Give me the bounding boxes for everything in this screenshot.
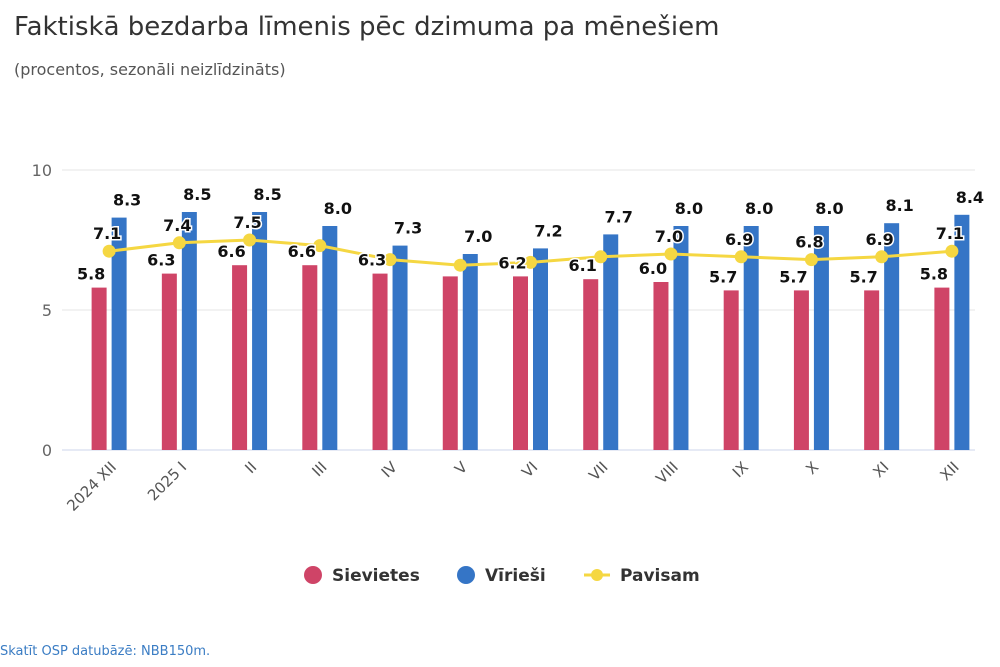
data-label: 7.3 bbox=[394, 219, 422, 238]
bar-sievietes bbox=[723, 290, 739, 450]
bar-sievietes bbox=[302, 265, 318, 450]
point-pavisam bbox=[804, 253, 818, 267]
x-tick-label: XI bbox=[869, 458, 892, 481]
bar-sievietes bbox=[442, 276, 458, 450]
x-tick-label: VII bbox=[585, 458, 611, 484]
data-label: 8.5 bbox=[183, 185, 211, 204]
data-label: 7.4 bbox=[163, 216, 191, 235]
point-pavisam bbox=[664, 247, 678, 261]
bar-vīrieši bbox=[533, 248, 548, 450]
x-tick-label: IX bbox=[729, 458, 752, 481]
x-tick-label: II bbox=[241, 458, 260, 477]
bar-sievietes bbox=[91, 287, 107, 450]
data-label: 8.0 bbox=[815, 199, 843, 218]
bar-sievietes bbox=[864, 290, 880, 450]
data-label: 8.5 bbox=[253, 185, 281, 204]
data-label: 6.1 bbox=[569, 256, 597, 275]
bar-vīrieši bbox=[813, 226, 829, 450]
data-label: 7.0 bbox=[464, 227, 492, 246]
legend-marker-virieshi bbox=[457, 566, 475, 584]
data-label: 7.5 bbox=[233, 213, 261, 232]
data-label: 6.6 bbox=[288, 242, 316, 261]
point-pavisam bbox=[594, 250, 608, 264]
point-pavisam bbox=[734, 250, 748, 264]
x-tick-label: III bbox=[309, 458, 331, 480]
bar-sievietes bbox=[372, 273, 388, 450]
bar-sievietes bbox=[583, 279, 599, 450]
data-label: 6.9 bbox=[725, 230, 753, 249]
x-tick-label: IV bbox=[378, 458, 402, 482]
data-label: 8.1 bbox=[885, 196, 913, 215]
data-label: 6.9 bbox=[865, 230, 893, 249]
data-label: 5.8 bbox=[920, 265, 948, 284]
point-pavisam bbox=[102, 244, 116, 258]
y-tick-label: 10 bbox=[32, 161, 52, 180]
bar-vīrieši bbox=[462, 254, 478, 450]
x-tick-label: VIII bbox=[652, 458, 681, 487]
bar-vīrieši bbox=[322, 226, 338, 450]
bar-vīrieši bbox=[954, 214, 970, 450]
point-pavisam bbox=[243, 233, 257, 247]
bar-vīrieši bbox=[603, 234, 619, 450]
x-tick-label: 2025 I bbox=[144, 458, 190, 504]
bar-sievietes bbox=[513, 276, 528, 450]
point-pavisam bbox=[383, 253, 397, 267]
data-label: 8.0 bbox=[675, 199, 703, 218]
point-pavisam bbox=[875, 250, 889, 264]
bar-sievietes bbox=[934, 287, 950, 450]
data-label: 7.7 bbox=[605, 207, 633, 226]
bar-vīrieši bbox=[392, 245, 408, 450]
bar-vīrieši bbox=[252, 212, 268, 450]
bar-sievietes bbox=[793, 290, 809, 450]
x-tick-label: VI bbox=[518, 458, 541, 481]
data-label: 6.3 bbox=[147, 251, 175, 270]
bar-sievietes bbox=[232, 265, 248, 450]
bar-vīrieši bbox=[181, 212, 197, 450]
data-label: 5.7 bbox=[849, 267, 877, 286]
legend-label-virieshi: Vīrieši bbox=[485, 566, 546, 586]
bar-vīrieši bbox=[673, 226, 689, 450]
y-tick-label: 0 bbox=[42, 441, 52, 460]
x-tick-label: XII bbox=[936, 458, 962, 484]
legend-marker-pavisam bbox=[591, 569, 603, 581]
bar-sievietes bbox=[161, 273, 177, 450]
point-pavisam bbox=[313, 239, 327, 253]
data-label: 6.2 bbox=[498, 253, 526, 272]
chart-title: Faktiskā bezdarba līmenis pēc dzimuma pa… bbox=[14, 12, 720, 42]
data-label: 8.4 bbox=[956, 188, 984, 207]
legend-marker-sievietes bbox=[304, 566, 322, 584]
point-pavisam bbox=[172, 236, 186, 250]
point-pavisam bbox=[945, 244, 959, 258]
legend-label-pavisam: Pavisam bbox=[620, 566, 700, 586]
data-label: 6.0 bbox=[639, 259, 667, 278]
bar-vīrieši bbox=[743, 226, 759, 450]
data-label: 7.2 bbox=[534, 221, 562, 240]
x-tick-label: 2024 XII bbox=[63, 458, 120, 515]
data-label: 7.1 bbox=[936, 224, 964, 243]
data-label: 7.0 bbox=[655, 227, 683, 246]
point-pavisam bbox=[524, 255, 537, 269]
data-label: 6.6 bbox=[217, 242, 245, 261]
data-label: 5.8 bbox=[77, 265, 105, 284]
data-label: 6.3 bbox=[358, 251, 386, 270]
data-label: 8.3 bbox=[113, 191, 141, 210]
legend-label-sievietes: Sievietes bbox=[332, 566, 420, 586]
data-label: 8.0 bbox=[324, 199, 352, 218]
y-tick-label: 5 bbox=[42, 301, 52, 320]
x-tick-label: X bbox=[802, 458, 822, 478]
bar-sievietes bbox=[653, 282, 669, 450]
data-label: 6.8 bbox=[795, 233, 823, 252]
point-pavisam bbox=[453, 258, 467, 272]
x-tick-label: V bbox=[451, 458, 472, 479]
data-label: 5.7 bbox=[709, 267, 737, 286]
data-label: 5.7 bbox=[779, 267, 807, 286]
database-link[interactable]: Skatīt OSP datubāzē: NBB150m. bbox=[0, 644, 211, 659]
data-label: 8.0 bbox=[745, 199, 773, 218]
chart-subtitle: (procentos, sezonāli neizlīdzināts) bbox=[14, 60, 286, 79]
bar-vīrieši bbox=[884, 223, 900, 450]
bar-vīrieši bbox=[111, 217, 127, 450]
data-label: 7.1 bbox=[93, 224, 121, 243]
